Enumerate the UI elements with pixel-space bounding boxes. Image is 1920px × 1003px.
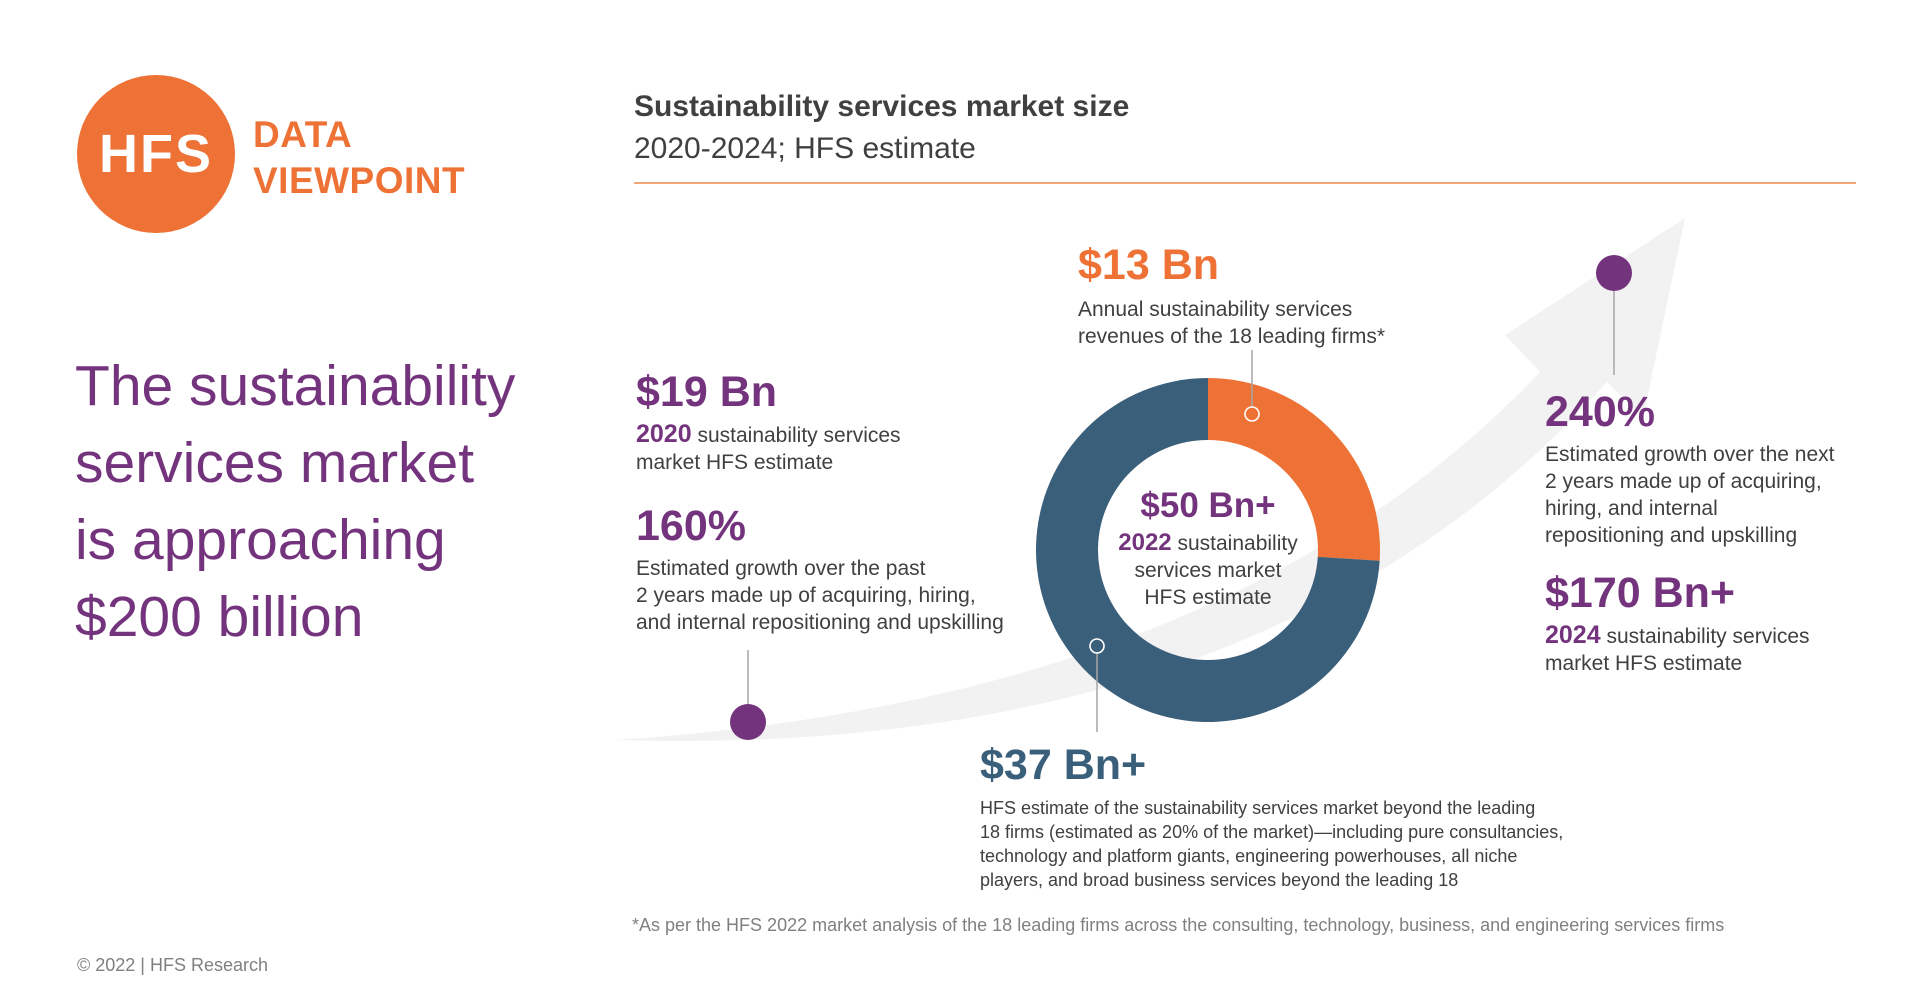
- desc-line: 2 years made up of acquiring,: [1545, 470, 1822, 493]
- annotation-2024: $170 Bn+ 2024 sustainability services ma…: [1545, 568, 1810, 677]
- desc-line: repositioning and upskilling: [1545, 524, 1798, 547]
- logo-line-2: VIEWPOINT: [253, 160, 466, 201]
- total-value: $50 Bn+: [1140, 486, 1276, 525]
- growth-past-desc: Estimated growth over the past 2 years m…: [636, 555, 1004, 636]
- desc-2024-rest: sustainability services: [1600, 625, 1810, 648]
- year-2024: 2024: [1545, 621, 1601, 649]
- copyright: © 2022 | HFS Research: [77, 955, 269, 975]
- top-firms-desc: Annual sustainability services revenues …: [1078, 296, 1385, 350]
- desc-line: 2 years made up of acquiring, hiring,: [636, 584, 976, 607]
- beyond-value: $37 Bn+: [980, 741, 1147, 789]
- desc-line: revenues of the 18 leading firms*: [1078, 325, 1386, 348]
- donut-slice-1: [1036, 377, 1380, 722]
- total-desc-line2: services market: [1134, 559, 1282, 582]
- marker-top-firms: [1244, 406, 1260, 422]
- desc-line: and internal repositioning and upskillin…: [636, 611, 1004, 634]
- year-2022: 2022: [1118, 529, 1172, 556]
- logo-mark: HFS: [99, 124, 213, 184]
- chart-title: Sustainability services market size: [634, 90, 1130, 123]
- desc-2024: 2024 sustainability services market HFS …: [1545, 622, 1810, 677]
- desc-line: Estimated growth over the past: [636, 557, 926, 580]
- footnote: *As per the HFS 2022 market analysis of …: [632, 915, 1725, 935]
- headline-line: $200 billion: [75, 585, 364, 649]
- growth-next-value: 240%: [1545, 388, 1655, 436]
- dot-2024: [1596, 255, 1632, 291]
- desc-line: hiring, and internal: [1545, 497, 1718, 520]
- desc-2024-line2: market HFS estimate: [1545, 652, 1743, 675]
- growth-arrow: [615, 218, 1685, 742]
- headline-line: services market: [75, 431, 475, 495]
- dot-2020: [730, 704, 766, 740]
- desc-line: players, and broad business services bey…: [980, 870, 1459, 890]
- desc-2020: 2020 sustainability services market HFS …: [636, 421, 901, 476]
- annotation-top-firms: $13 Bn Annual sustainability services re…: [1078, 240, 1385, 350]
- value-2024: $170 Bn+: [1545, 569, 1736, 617]
- desc-line: Annual sustainability services: [1078, 298, 1353, 321]
- donut-slice-0: [1208, 378, 1380, 561]
- donut-center-label: $50 Bn+ 2022 sustainability services mar…: [1096, 485, 1320, 611]
- headline-line: The sustainability: [75, 354, 516, 418]
- total-desc-rest: sustainability: [1171, 532, 1298, 555]
- beyond-desc: HFS estimate of the sustainability servi…: [980, 796, 1563, 892]
- annotation-growth-next: 240% Estimated growth over the next 2 ye…: [1545, 387, 1834, 549]
- headline-line: is approaching: [75, 508, 446, 572]
- header-divider: [634, 182, 1856, 184]
- headline: The sustainability services market is ap…: [75, 348, 555, 656]
- logo-line-1: DATA: [253, 114, 353, 155]
- year-2020: 2020: [636, 420, 692, 448]
- growth-next-desc: Estimated growth over the next 2 years m…: [1545, 441, 1834, 549]
- value-2020: $19 Bn: [636, 368, 778, 416]
- annotation-growth-past: 160% Estimated growth over the past 2 ye…: [636, 501, 1004, 636]
- desc-line: technology and platform giants, engineer…: [980, 846, 1518, 866]
- top-firms-value: $13 Bn: [1078, 241, 1220, 289]
- donut-chart: [1036, 377, 1380, 722]
- desc-line: 18 firms (estimated as 20% of the market…: [980, 822, 1564, 842]
- annotation-2020: $19 Bn 2020 sustainability services mark…: [636, 367, 901, 476]
- desc-2020-rest: sustainability services: [691, 424, 901, 447]
- total-desc-line3: HFS estimate: [1144, 586, 1272, 609]
- desc-line: Estimated growth over the next: [1545, 443, 1835, 466]
- logo-wordmark: DATA VIEWPOINT: [253, 112, 465, 204]
- desc-2020-line2: market HFS estimate: [636, 451, 834, 474]
- chart-subtitle: 2020-2024; HFS estimate: [634, 132, 976, 165]
- growth-past-value: 160%: [636, 502, 746, 550]
- marker-beyond: [1089, 638, 1105, 654]
- annotation-beyond: $37 Bn+ HFS estimate of the sustainabili…: [980, 740, 1563, 892]
- total-desc: 2022 sustainability services market HFS …: [1096, 529, 1320, 611]
- hfs-logo: HFS: [77, 75, 235, 233]
- desc-line: HFS estimate of the sustainability servi…: [980, 798, 1536, 818]
